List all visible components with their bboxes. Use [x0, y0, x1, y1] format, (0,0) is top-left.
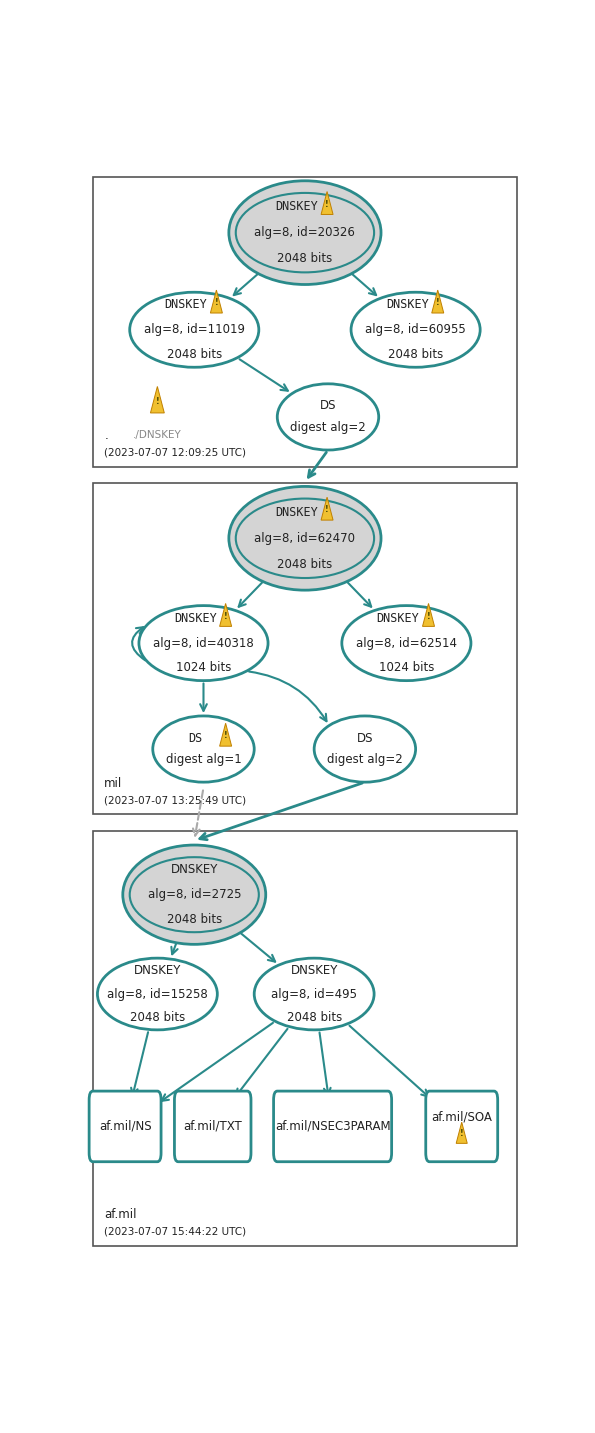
Ellipse shape: [153, 716, 254, 782]
Text: alg=8, id=20326: alg=8, id=20326: [255, 226, 355, 239]
Text: !: !: [460, 1129, 464, 1138]
Polygon shape: [151, 387, 164, 413]
Ellipse shape: [342, 606, 471, 681]
Text: DS: DS: [320, 400, 336, 413]
Text: digest alg=2: digest alg=2: [290, 421, 366, 434]
Text: !: !: [224, 731, 227, 741]
Ellipse shape: [130, 857, 259, 933]
Polygon shape: [220, 724, 231, 747]
Ellipse shape: [277, 384, 379, 450]
Text: DNSKEY: DNSKEY: [377, 612, 419, 625]
Text: digest alg=1: digest alg=1: [165, 754, 242, 767]
Polygon shape: [321, 497, 333, 520]
Text: (2023-07-07 12:09:25 UTC): (2023-07-07 12:09:25 UTC): [104, 447, 246, 457]
Text: af.mil: af.mil: [104, 1208, 137, 1221]
Text: 2048 bits: 2048 bits: [167, 913, 222, 926]
Text: !: !: [325, 199, 329, 209]
Text: 2048 bits: 2048 bits: [287, 1012, 342, 1025]
Ellipse shape: [314, 716, 416, 782]
Text: alg=8, id=60955: alg=8, id=60955: [365, 324, 466, 337]
Ellipse shape: [236, 499, 374, 577]
Ellipse shape: [130, 292, 259, 367]
Ellipse shape: [351, 292, 480, 367]
Text: 2048 bits: 2048 bits: [130, 1012, 185, 1025]
Text: !: !: [224, 612, 227, 620]
Text: 1024 bits: 1024 bits: [378, 662, 434, 675]
Text: 2048 bits: 2048 bits: [277, 557, 333, 570]
FancyBboxPatch shape: [174, 1091, 251, 1162]
FancyBboxPatch shape: [426, 1091, 497, 1162]
Text: DNSKEY: DNSKEY: [134, 964, 181, 977]
Text: DNSKEY: DNSKEY: [290, 964, 338, 977]
Ellipse shape: [139, 606, 268, 681]
Text: !: !: [215, 298, 218, 307]
FancyArrowPatch shape: [349, 215, 362, 251]
Text: !: !: [436, 298, 440, 307]
Text: !: !: [427, 612, 430, 620]
Text: alg=8, id=2725: alg=8, id=2725: [148, 888, 241, 901]
Text: DNSKEY: DNSKEY: [174, 612, 217, 625]
Ellipse shape: [98, 959, 217, 1030]
FancyArrowPatch shape: [234, 878, 248, 911]
FancyArrowPatch shape: [132, 628, 145, 661]
FancyBboxPatch shape: [274, 1091, 392, 1162]
Text: af.mil/SOA: af.mil/SOA: [431, 1111, 492, 1123]
Text: DNSKEY: DNSKEY: [275, 506, 318, 519]
FancyArrowPatch shape: [351, 979, 364, 1010]
Text: alg=8, id=11019: alg=8, id=11019: [144, 324, 245, 337]
Text: .: .: [104, 430, 108, 443]
Bar: [93, 831, 517, 1245]
Ellipse shape: [254, 959, 374, 1030]
FancyArrowPatch shape: [349, 522, 362, 556]
Text: (2023-07-07 13:25:49 UTC): (2023-07-07 13:25:49 UTC): [104, 795, 246, 805]
Text: 1024 bits: 1024 bits: [176, 662, 231, 675]
Text: DNSKEY: DNSKEY: [165, 298, 207, 311]
Text: af.mil/TXT: af.mil/TXT: [183, 1121, 242, 1134]
Bar: [93, 483, 517, 814]
Polygon shape: [456, 1122, 467, 1144]
Polygon shape: [321, 192, 333, 215]
Ellipse shape: [229, 486, 381, 590]
Polygon shape: [432, 289, 444, 312]
Text: alg=8, id=40318: alg=8, id=40318: [153, 636, 254, 649]
Text: DNSKEY: DNSKEY: [171, 864, 218, 877]
Bar: [93, 178, 517, 467]
Text: ./DNSKEY: ./DNSKEY: [133, 430, 181, 440]
Text: alg=8, id=495: alg=8, id=495: [271, 987, 357, 1000]
Ellipse shape: [236, 193, 374, 272]
Text: !: !: [155, 397, 159, 406]
Text: af.mil/NS: af.mil/NS: [99, 1121, 151, 1134]
FancyBboxPatch shape: [89, 1091, 161, 1162]
Text: alg=8, id=62514: alg=8, id=62514: [356, 636, 457, 649]
Text: alg=8, id=62470: alg=8, id=62470: [255, 532, 355, 545]
Text: DS: DS: [356, 732, 373, 745]
Text: mil: mil: [104, 777, 123, 790]
Text: 2048 bits: 2048 bits: [277, 252, 333, 265]
Text: DS: DS: [188, 732, 202, 745]
Text: digest alg=2: digest alg=2: [327, 754, 403, 767]
Polygon shape: [211, 289, 223, 312]
Text: (2023-07-07 15:44:22 UTC): (2023-07-07 15:44:22 UTC): [104, 1227, 246, 1237]
Text: af.mil/NSEC3PARAM: af.mil/NSEC3PARAM: [275, 1121, 390, 1134]
Text: DNSKEY: DNSKEY: [275, 201, 318, 214]
Ellipse shape: [229, 181, 381, 285]
Text: DNSKEY: DNSKEY: [386, 298, 428, 311]
Text: 2048 bits: 2048 bits: [167, 348, 222, 361]
Text: alg=8, id=15258: alg=8, id=15258: [107, 987, 208, 1000]
Ellipse shape: [123, 845, 266, 944]
Polygon shape: [422, 603, 434, 626]
Text: 2048 bits: 2048 bits: [388, 348, 443, 361]
Text: !: !: [325, 506, 329, 514]
Polygon shape: [220, 603, 231, 626]
